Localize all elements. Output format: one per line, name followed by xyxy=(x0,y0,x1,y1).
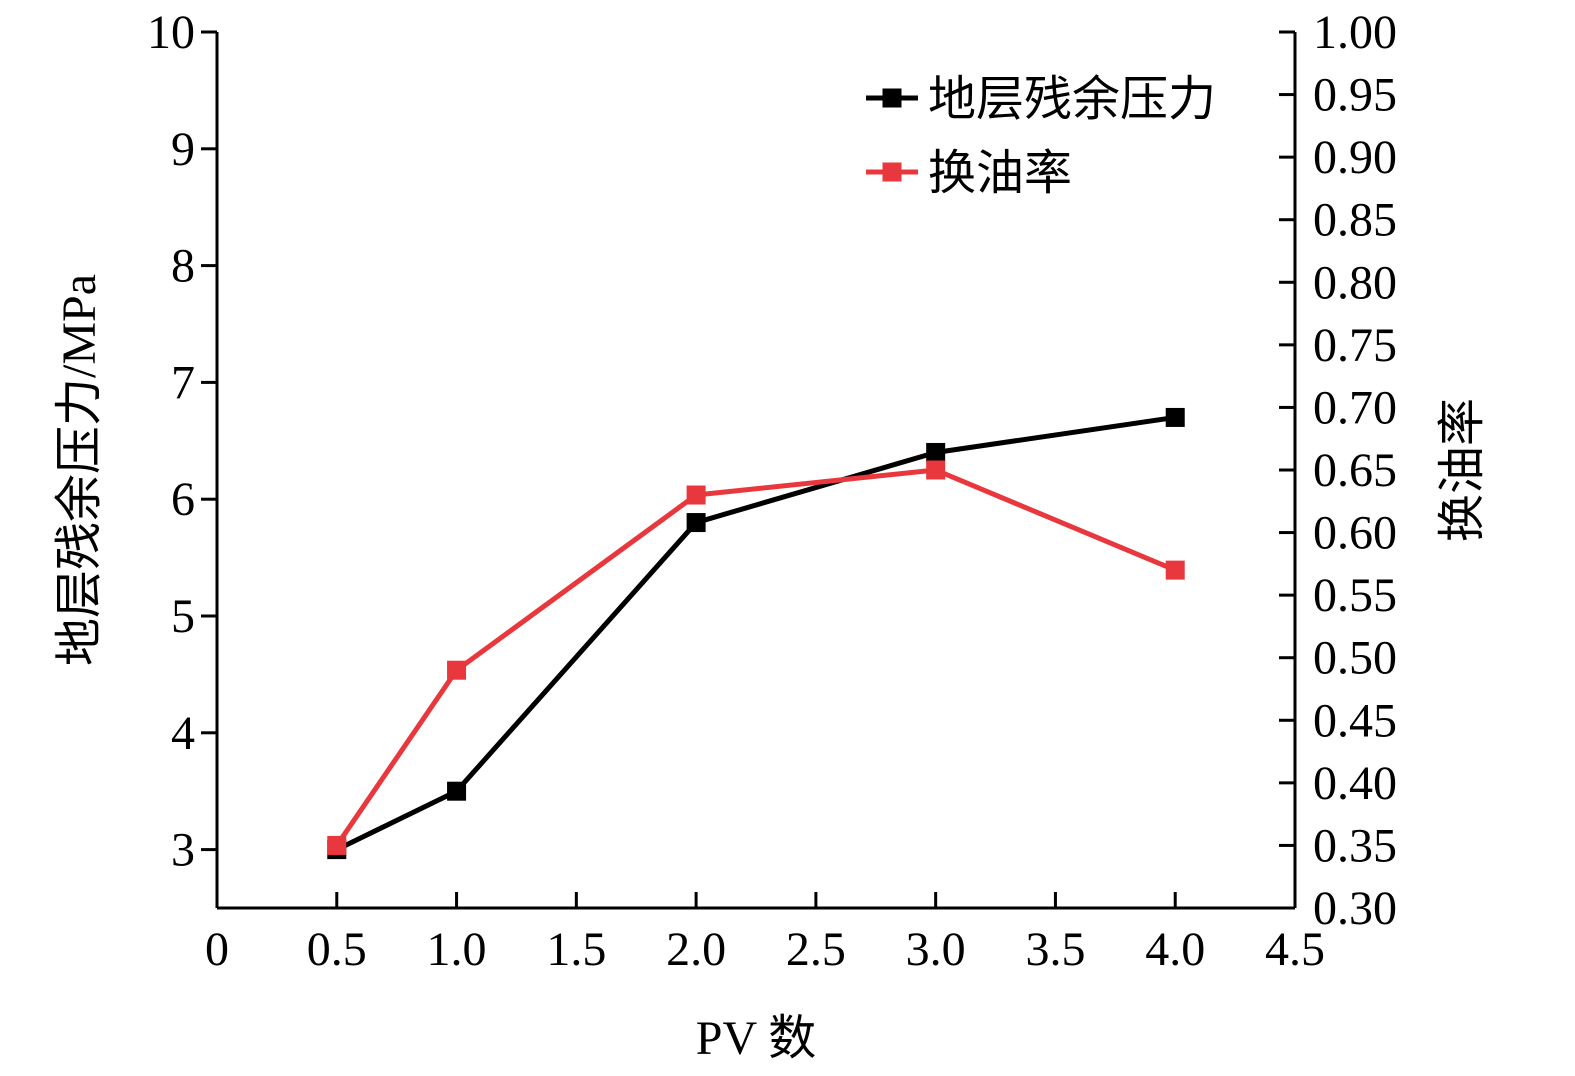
x-tick-label: 2.0 xyxy=(666,923,726,976)
x-tick-label: 1.5 xyxy=(546,923,606,976)
x-tick-label: 0 xyxy=(205,923,229,976)
y-left-tick-label: 6 xyxy=(171,473,195,526)
series-2 xyxy=(327,460,1185,855)
y-right-tick-label: 0.95 xyxy=(1313,69,1397,122)
y-right-axis-title: 换油率 xyxy=(1436,398,1489,542)
y-left-axis-title: 地层残余压力/MPa xyxy=(53,274,106,666)
y-left-tick-label: 8 xyxy=(171,240,195,293)
x-tick-label: 4.0 xyxy=(1145,923,1205,976)
axes: 0 0.5 1.0 1.5 2.0 2.5 3.0 3.5 4.0 4.5 3 4 5 6 7 8 9 10 0.3… xyxy=(147,6,1397,976)
y-right-tick-label: 0.40 xyxy=(1313,757,1397,810)
y-left-tick-label: 10 xyxy=(147,6,195,59)
y-right-tick-label: 0.90 xyxy=(1313,131,1397,184)
series-layer xyxy=(327,407,1185,860)
data-point xyxy=(686,485,706,505)
y-left-tick-label: 3 xyxy=(171,824,195,877)
y-right-tick-label: 0.70 xyxy=(1313,381,1397,434)
y-left-tick-label: 7 xyxy=(171,356,195,409)
y-right-tick-label: 0.50 xyxy=(1313,632,1397,685)
y-left-tick-label: 4 xyxy=(171,707,195,760)
legend-marker xyxy=(882,162,902,182)
y-left-tick-label: 9 xyxy=(171,123,195,176)
data-point xyxy=(926,442,946,462)
y-right-tick-label: 0.85 xyxy=(1313,194,1397,247)
x-tick-label: 2.5 xyxy=(786,923,846,976)
y-right-tick-label: 0.30 xyxy=(1313,882,1397,935)
data-point xyxy=(447,781,467,801)
y-right-tick-label: 0.45 xyxy=(1313,694,1397,747)
data-point xyxy=(327,835,347,855)
data-point xyxy=(686,513,706,533)
series-1 xyxy=(327,407,1185,860)
data-point xyxy=(1165,407,1185,427)
x-tick-label: 0.5 xyxy=(307,923,367,976)
x-axis-title: PV 数 xyxy=(696,1012,817,1065)
data-point xyxy=(926,460,946,480)
legend-label: 换油率 xyxy=(928,147,1072,200)
x-tick-label: 3.5 xyxy=(1025,923,1085,976)
legend-label: 地层残余压力 xyxy=(928,73,1216,126)
y-right-tick-label: 0.75 xyxy=(1313,319,1397,372)
x-tick-label: 4.5 xyxy=(1265,923,1325,976)
y-right-tick-label: 0.55 xyxy=(1313,569,1397,622)
legend-marker xyxy=(882,88,902,108)
x-tick-label: 1.0 xyxy=(427,923,487,976)
y-right-tick-label: 0.80 xyxy=(1313,256,1397,309)
y-left-tick-label: 5 xyxy=(171,590,195,643)
y-right-tick-label: 0.60 xyxy=(1313,507,1397,560)
data-point xyxy=(1165,560,1185,580)
y-right-tick-label: 0.65 xyxy=(1313,444,1397,497)
x-tick-label: 3.0 xyxy=(906,923,966,976)
data-point xyxy=(447,660,467,680)
legend-item: 换油率 xyxy=(866,147,1072,200)
y-right-tick-label: 1.00 xyxy=(1313,6,1397,59)
y-right-tick-label: 0.35 xyxy=(1313,819,1397,872)
legend-item: 地层残余压力 xyxy=(866,73,1216,126)
